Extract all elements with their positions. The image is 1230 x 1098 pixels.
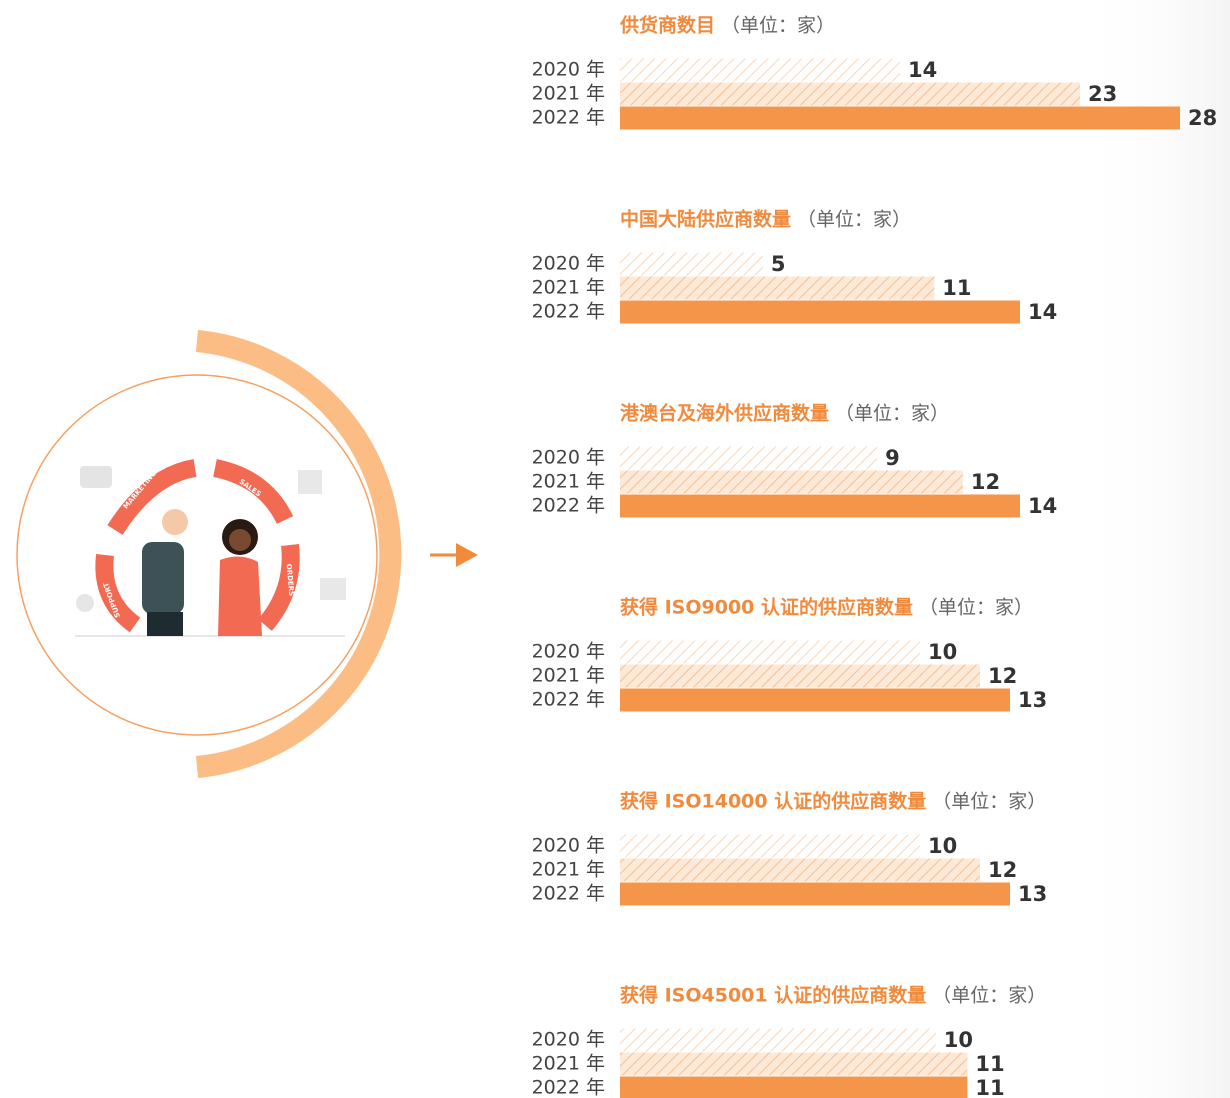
bar — [620, 106, 1180, 130]
chart-unit: （单位：家） — [721, 15, 835, 37]
chart-title: 港澳台及海外供应商数量 — [620, 402, 829, 425]
chart-unit: （单位：家） — [835, 403, 949, 425]
icon — [320, 578, 346, 600]
bar — [620, 58, 900, 82]
category-label: 2020 年 — [532, 59, 605, 81]
chart-title: 供货商数目 — [619, 14, 715, 37]
bar — [620, 470, 963, 494]
category-label: 2020 年 — [532, 253, 605, 275]
chart-title: 获得 ISO45001 认证的供应商数量 — [620, 984, 926, 1007]
category-label: 2022 年 — [532, 301, 605, 323]
value-label: 12 — [988, 858, 1017, 882]
person-head — [229, 529, 251, 551]
bar — [620, 82, 1080, 106]
bar — [620, 1076, 968, 1098]
chart-unit: （单位：家） — [797, 209, 911, 231]
icon — [80, 466, 112, 488]
illustration — [16, 330, 478, 778]
person-body — [218, 556, 262, 636]
category-label: 2021 年 — [532, 1053, 605, 1075]
value-label: 13 — [1018, 882, 1047, 906]
bar — [620, 1028, 936, 1052]
bar — [620, 664, 980, 688]
value-label: 14 — [1028, 494, 1057, 518]
category-label: 2021 年 — [532, 83, 605, 105]
category-label: 2022 年 — [532, 107, 605, 129]
bar — [620, 688, 1010, 712]
bar — [620, 446, 878, 470]
category-label: 2022 年 — [532, 689, 605, 711]
value-label: 11 — [975, 1052, 1004, 1076]
cycle-arrow — [213, 459, 294, 525]
icon — [298, 470, 322, 494]
cycle-arrow — [258, 544, 300, 631]
value-label: 12 — [971, 470, 1000, 494]
arc — [195, 330, 402, 778]
bar — [620, 494, 1020, 518]
value-label: 23 — [1088, 82, 1117, 106]
value-label: 13 — [1018, 688, 1047, 712]
value-label: 10 — [928, 834, 957, 858]
bar — [620, 882, 1010, 906]
chart-unit: （单位：家） — [932, 791, 1046, 813]
bar — [620, 858, 980, 882]
bar — [620, 834, 920, 858]
value-label: 12 — [988, 664, 1017, 688]
category-label: 2020 年 — [532, 1029, 605, 1051]
cycle-arrow — [107, 459, 197, 535]
chart-title: 获得 ISO14000 认证的供应商数量 — [620, 790, 926, 813]
category-label: 2021 年 — [532, 665, 605, 687]
value-label: 5 — [771, 252, 786, 276]
bar — [620, 300, 1020, 324]
cycle-arrow — [95, 554, 141, 633]
chart-title: 获得 ISO9000 认证的供应商数量 — [620, 596, 913, 619]
value-label: 10 — [944, 1028, 973, 1052]
value-label: 14 — [908, 58, 937, 82]
category-label: 2022 年 — [532, 495, 605, 517]
value-label: 28 — [1188, 106, 1217, 130]
illustration-label: ORDERS — [285, 564, 296, 597]
category-label: 2021 年 — [532, 859, 605, 881]
category-label: 2022 年 — [532, 883, 605, 905]
person-legs — [147, 612, 183, 636]
category-label: 2020 年 — [532, 447, 605, 469]
chart-unit: （单位：家） — [919, 597, 1033, 619]
background-shade — [1080, 0, 1230, 1098]
arrow-head — [456, 543, 478, 567]
person-head — [162, 509, 188, 535]
value-label: 14 — [1028, 300, 1057, 324]
value-label: 10 — [928, 640, 957, 664]
category-label: 2021 年 — [532, 277, 605, 299]
icon — [76, 594, 94, 612]
value-label: 9 — [885, 446, 900, 470]
value-label: 11 — [975, 1076, 1004, 1098]
category-label: 2020 年 — [532, 835, 605, 857]
category-label: 2021 年 — [532, 471, 605, 493]
bar — [620, 640, 920, 664]
person-body — [142, 542, 184, 614]
value-label: 11 — [942, 276, 971, 300]
category-label: 2022 年 — [532, 1077, 605, 1098]
bar — [620, 1052, 968, 1076]
category-label: 2020 年 — [532, 641, 605, 663]
bar — [620, 252, 763, 276]
circle-outline — [16, 374, 378, 736]
chart-unit: （单位：家） — [932, 985, 1046, 1007]
bar — [620, 276, 935, 300]
chart-title: 中国大陆供应商数量 — [620, 208, 791, 231]
